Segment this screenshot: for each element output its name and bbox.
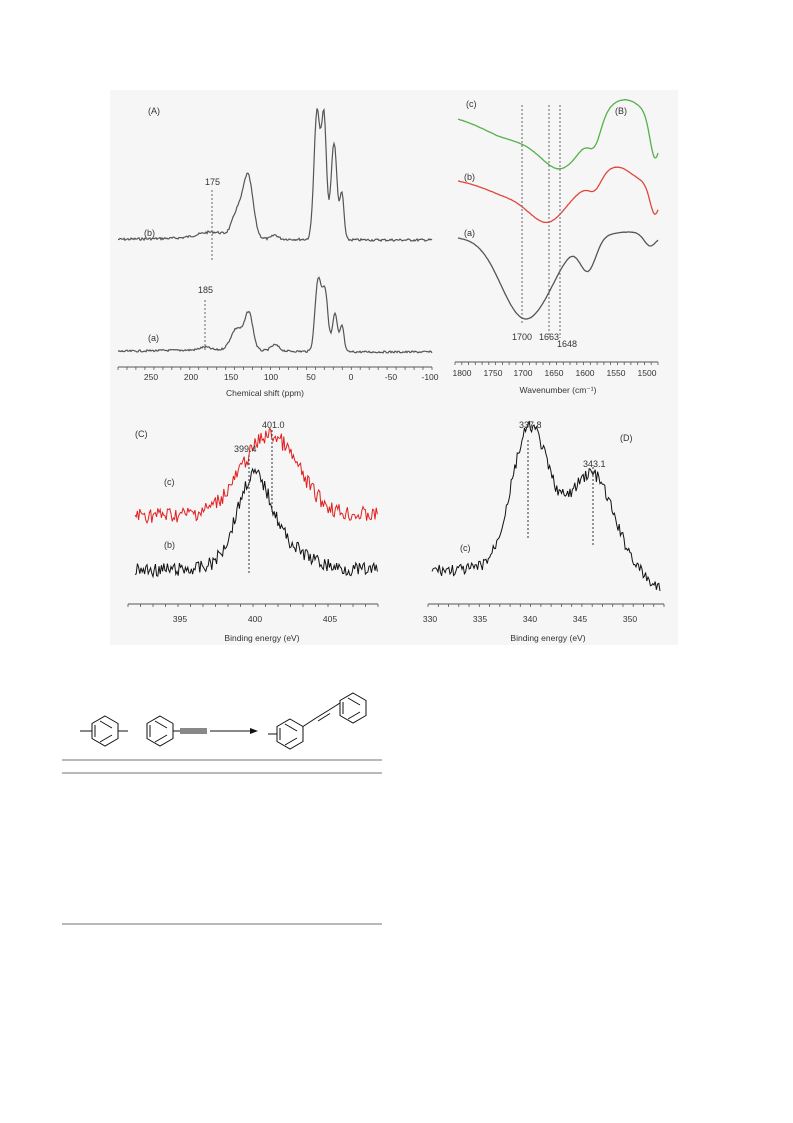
panel-a-label: (A) <box>148 106 160 116</box>
panel-c-trace-c <box>134 428 378 525</box>
panel-b: (B) (c) (b) (a) 1700 1663 1648 1800 1750… <box>453 99 659 395</box>
panel-b-trace-a <box>458 231 659 320</box>
panel-d-xtick-350: 350 <box>623 614 637 624</box>
reaction-arrow <box>210 728 258 734</box>
panel-c-trace-c-label: (c) <box>164 477 175 487</box>
panel-c-xtick-405: 405 <box>323 614 337 624</box>
panel-c-xtick-395: 395 <box>173 614 187 624</box>
panel-a-xtick-m50: -50 <box>385 372 398 382</box>
panel-b-annot-1700: 1700 <box>512 332 532 342</box>
panel-b-trace-c <box>457 99 659 170</box>
panel-d-xtick-330: 330 <box>423 614 437 624</box>
panel-d: (D) (c) 337.8 343.1 330 335 340 345 350 … <box>423 420 665 643</box>
panel-d-label: (D) <box>620 433 633 443</box>
panel-d-x-axis-label: Binding energy (eV) <box>510 633 585 643</box>
panel-b-trace-c-label: (c) <box>466 99 477 109</box>
panel-d-xtick-340: 340 <box>523 614 537 624</box>
panel-a-trace-a <box>117 276 433 354</box>
panel-b-xtick-1500: 1500 <box>638 368 657 378</box>
panel-b-trace-a-label: (a) <box>464 228 475 238</box>
panel-a-trace-b <box>117 107 433 243</box>
panel-c-annot-401: 401.0 <box>262 420 285 430</box>
panel-b-trace-b-label: (b) <box>464 172 475 182</box>
panel-a-trace-a-label: (a) <box>148 333 159 343</box>
product-stilbene-structure <box>268 692 367 750</box>
panel-a-xtick-50: 50 <box>306 372 316 382</box>
panel-a-xtick-200: 200 <box>184 372 198 382</box>
panel-d-annot-343: 343.1 <box>583 459 606 469</box>
panel-b-xtick-1700: 1700 <box>514 368 533 378</box>
reactant-phenylacetylene-structure <box>146 715 207 747</box>
panel-b-xtick-1600: 1600 <box>576 368 595 378</box>
spectra-figure: (A) (b) (a) 175 185 250 200 150 100 50 0… <box>110 90 678 645</box>
panel-b-xtick-1800: 1800 <box>453 368 472 378</box>
panel-c-label: (C) <box>135 429 148 439</box>
panel-c: (C) (c) (b) 401.0 399.4 395 400 405 Bind… <box>127 420 379 643</box>
panel-a-xtick-150: 150 <box>224 372 238 382</box>
panel-c-xtick-400: 400 <box>248 614 262 624</box>
panel-c-trace-b <box>134 467 378 579</box>
panel-b-xtick-1550: 1550 <box>607 368 626 378</box>
panel-c-trace-b-label: (b) <box>164 540 175 550</box>
panel-b-annot-1648: 1648 <box>557 339 577 349</box>
panel-d-xtick-345: 345 <box>573 614 587 624</box>
panel-b-minor-ticks <box>454 362 659 365</box>
panel-a-trace-b-label: (b) <box>144 228 155 238</box>
panel-a-xtick-0: 0 <box>349 372 354 382</box>
panel-c-x-axis-label: Binding energy (eV) <box>224 633 299 643</box>
panel-a-annot-185: 185 <box>198 285 213 295</box>
panel-b-annot-1663: 1663 <box>539 332 559 342</box>
panel-b-xtick-1750: 1750 <box>484 368 503 378</box>
panel-a-minor-ticks <box>117 367 433 370</box>
panel-d-xtick-335: 335 <box>473 614 487 624</box>
panel-a-xtick-m100: -100 <box>421 372 438 382</box>
reaction-scheme <box>60 690 390 940</box>
panel-a-xtick-250: 250 <box>144 372 158 382</box>
panel-a-annot-175: 175 <box>205 177 220 187</box>
panel-d-trace-c <box>431 420 661 592</box>
panel-a: (A) (b) (a) 175 185 250 200 150 100 50 0… <box>117 106 439 398</box>
panel-a-xtick-100: 100 <box>264 372 278 382</box>
reactant-toluene-structure <box>80 715 128 747</box>
panel-d-minor-ticks <box>427 604 665 607</box>
panel-c-minor-ticks <box>127 604 379 607</box>
panel-c-annot-399: 399.4 <box>234 444 257 454</box>
panel-d-annot-337: 337.8 <box>519 420 542 430</box>
panel-b-trace-b <box>457 166 659 224</box>
panel-b-x-axis-label: Wavenumber (cm⁻¹) <box>520 385 597 395</box>
panel-b-label: (B) <box>615 106 627 116</box>
panel-b-xtick-1650: 1650 <box>545 368 564 378</box>
panel-d-trace-c-label: (c) <box>460 543 471 553</box>
panel-a-x-axis-label: Chemical shift (ppm) <box>226 388 304 398</box>
